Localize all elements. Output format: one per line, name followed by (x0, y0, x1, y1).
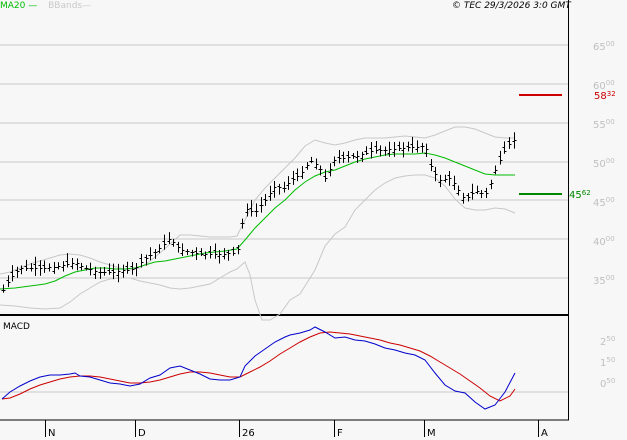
macd-signal-line (1, 331, 516, 402)
copyright-timestamp: © TEC 29/3/2026 3:0 GMT (452, 1, 571, 11)
price-axis-label: 3500 (593, 274, 615, 287)
x-axis-label-2026: 26 (242, 428, 255, 439)
macd-line (1, 326, 516, 410)
legend-ma20: MA20 — (0, 1, 38, 11)
price-axis-label: 5000 (593, 157, 615, 170)
price-axis-label: 4500 (593, 196, 615, 209)
legend-bbands: BBands— (48, 1, 92, 11)
macd-axis-label: 250 (600, 335, 616, 348)
x-axis-label-nov: N (48, 428, 56, 439)
bbands-upper-line (0, 126, 515, 275)
macd-axis-label: 050 (600, 377, 616, 390)
ohlc-bars (1, 132, 517, 293)
x-axis-label-feb: F (337, 428, 343, 439)
price-axis-label: 6000 (593, 79, 615, 92)
macd-axis-label: 150 (600, 356, 616, 369)
chart-legend: MA20 — BBands— (0, 0, 91, 12)
ma20-line (0, 152, 515, 290)
target-low-label: 4562 (569, 189, 591, 201)
price-axis-label: 6500 (593, 40, 615, 53)
x-axis-label-dec: D (138, 428, 146, 439)
x-ticks (45, 420, 539, 437)
target-high-label: 5832 (594, 90, 616, 102)
price-gridlines (0, 44, 568, 279)
x-axis-label-apr: A (541, 428, 548, 439)
x-axis-label-mar: M (427, 428, 436, 439)
price-axis-label: 4000 (593, 235, 615, 248)
macd-panel-label: MACD (3, 322, 30, 332)
bbands-lower-line (0, 174, 516, 321)
price-axis-label: 5500 (593, 118, 615, 131)
